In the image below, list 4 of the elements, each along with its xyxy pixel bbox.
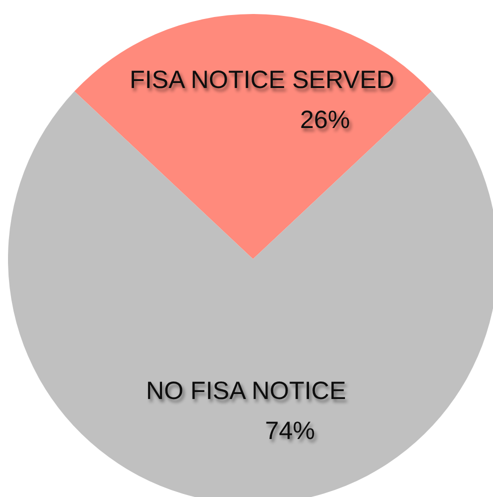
data-label: 26% [300, 106, 350, 134]
data-label: 74% [264, 417, 316, 445]
slice-label: NO FISA NOTICE [146, 377, 346, 405]
slice-label: FISA NOTICE SERVED [130, 66, 394, 94]
